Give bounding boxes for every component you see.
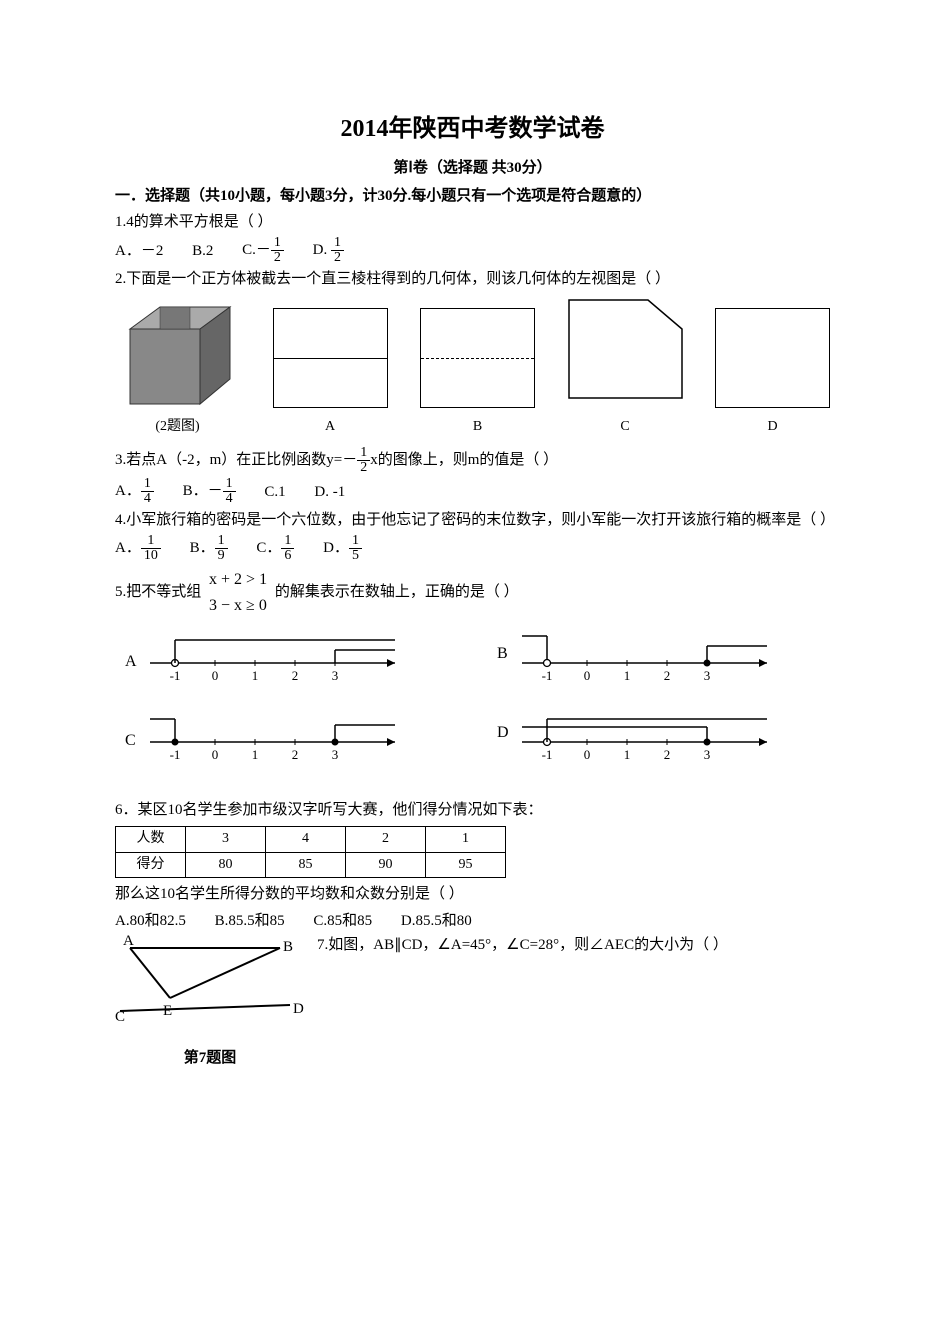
svg-text:A: A	[123, 933, 134, 949]
numberline-d-icon: D -1 0 1 2 3	[487, 707, 787, 762]
mid-line-dashed	[421, 358, 534, 359]
svg-text:2: 2	[292, 747, 299, 762]
svg-text:E: E	[163, 1003, 172, 1019]
table-row: 人数 3 4 2 1	[116, 827, 506, 852]
svg-text:C: C	[115, 1009, 125, 1025]
svg-text:0: 0	[212, 747, 219, 762]
q2-label-a: A	[273, 416, 388, 438]
svg-text:3: 3	[704, 668, 711, 683]
q7-caption: 第7题图	[115, 1046, 305, 1070]
svg-text:B: B	[283, 939, 293, 955]
question-7: 7.如图，AB∥CD，∠A=45°，∠C=28°，则∠AEC的大小为（ ）	[317, 933, 830, 957]
q3-option-b: B．－14	[183, 477, 236, 506]
q5-numberline-c: C -1 0 1 2 3	[115, 707, 458, 770]
svg-text:1: 1	[624, 668, 631, 683]
numberline-b-icon: B -1 0 1 2 3	[487, 628, 787, 683]
svg-text:-1: -1	[541, 668, 552, 683]
svg-text:0: 0	[584, 668, 591, 683]
q1-option-d: D. 12	[313, 236, 344, 265]
svg-text:-1: -1	[170, 668, 181, 683]
q5-numberline-d: D -1 0 1 2 3	[487, 707, 830, 770]
svg-text:3: 3	[332, 747, 339, 762]
svg-text:1: 1	[252, 668, 259, 683]
q3-suffix: x的图像上，则m的值是（ ）	[370, 452, 558, 468]
q2-text: 2.下面是一个正方体被截去一个直三棱柱得到的几何体，则该几何体的左视图是（ ）	[115, 271, 670, 287]
question-5: 5.把不等式组 x + 2 > 1 3 − x ≥ 0 的解集表示在数轴上，正确…	[115, 567, 830, 618]
q2-option-d-figure: D	[715, 308, 830, 438]
q2-label-c: C	[568, 416, 683, 438]
cube-icon	[115, 299, 240, 407]
svg-text:2: 2	[664, 747, 671, 762]
svg-text:1: 1	[624, 747, 631, 762]
q2-caption: (2题图)	[115, 416, 240, 438]
q2-figures: (2题图) A B C D	[115, 299, 830, 438]
svg-text:0: 0	[212, 668, 219, 683]
numberline-c-icon: C -1 0 1 2 3	[115, 707, 415, 762]
q2-label-b: B	[420, 416, 535, 438]
q6-table: 人数 3 4 2 1 得分 80 85 90 95	[115, 826, 506, 878]
svg-text:D: D	[497, 724, 509, 741]
q6-option-d: D.85.5和80	[401, 909, 472, 933]
svg-text:0: 0	[584, 747, 591, 762]
svg-text:3: 3	[332, 668, 339, 683]
q3-options: A．14 B．－14 C.1 D. -1	[115, 477, 830, 506]
inequality-system: x + 2 > 1 3 − x ≥ 0	[209, 567, 267, 618]
question-1: 1.4的算术平方根是（ ）	[115, 210, 830, 234]
q7-text: 7.如图，AB∥CD，∠A=45°，∠C=28°，则∠AEC的大小为（ ）	[317, 937, 728, 953]
q2-label-d: D	[715, 416, 830, 438]
clipped-box-icon	[568, 299, 683, 399]
svg-text:C: C	[125, 732, 136, 749]
svg-text:3: 3	[704, 747, 711, 762]
q3-option-a: A．14	[115, 477, 154, 506]
q4-option-b: B．19	[190, 534, 228, 563]
section-header: 一．选择题（共10小题，每小题3分，计30分.每小题只有一个选项是符合题意的）	[115, 184, 830, 208]
q4-option-d: D．15	[323, 534, 362, 563]
q3-prefix: 3.若点A（-2，m）在正比例函数y=	[115, 452, 342, 468]
q6-option-c: C.85和85	[313, 909, 372, 933]
mid-line-solid	[274, 358, 387, 359]
q6-after: 那么这10名学生所得分数的平均数和众数分别是（ ）	[115, 882, 830, 906]
q5-numberline-b: B -1 0 1 2 3	[487, 628, 830, 691]
svg-text:2: 2	[292, 668, 299, 683]
q1-option-c: C.－12	[242, 236, 284, 265]
q4-option-a: A．110	[115, 534, 161, 563]
exam-title: 2014年陕西中考数学试卷	[115, 110, 830, 148]
q6-options: A.80和82.5 B.85.5和85 C.85和85 D.85.5和80	[115, 908, 830, 933]
q2-option-c-figure: C	[568, 299, 683, 438]
q3-option-d: D. -1	[314, 480, 345, 504]
svg-text:1: 1	[252, 747, 259, 762]
svg-text:A: A	[125, 653, 137, 670]
svg-text:2: 2	[664, 668, 671, 683]
table-row: 得分 80 85 90 95	[116, 852, 506, 877]
q7-diagram-icon: A B C D E	[115, 933, 305, 1038]
svg-text:-1: -1	[541, 747, 552, 762]
question-3: 3.若点A（-2，m）在正比例函数y=－12x的图像上，则m的值是（ ）	[115, 446, 830, 475]
q2-solid-figure: (2题图)	[115, 299, 240, 438]
numberline-a-icon: A -1 0 1 2 3	[115, 628, 415, 683]
q4-options: A．110 B．19 C．16 D．15	[115, 534, 830, 563]
q7-figure: A B C D E 第7题图	[115, 933, 305, 1070]
q5-numberlines: A -1 0 1 2 3 B -1 0 1	[115, 628, 830, 786]
q3-option-c: C.1	[264, 480, 285, 504]
q1-text: 1.4的算术平方根是（ ）	[115, 214, 273, 230]
question-2: 2.下面是一个正方体被截去一个直三棱柱得到的几何体，则该几何体的左视图是（ ）	[115, 267, 830, 291]
q6-text: 6．某区10名学生参加市级汉字听写大赛，他们得分情况如下表：	[115, 802, 543, 818]
q2-option-b-figure: B	[420, 308, 535, 438]
question-4: 4.小军旅行箱的密码是一个六位数，由于他忘记了密码的末位数字，则小军能一次打开该…	[115, 508, 830, 532]
q4-text: 4.小军旅行箱的密码是一个六位数，由于他忘记了密码的末位数字，则小军能一次打开该…	[115, 512, 835, 528]
svg-text:B: B	[497, 645, 508, 662]
q6-option-b: B.85.5和85	[215, 909, 285, 933]
q1-options: A．－2 B.2 C.－12 D. 12	[115, 236, 830, 265]
q1-option-b: B.2	[192, 239, 213, 263]
q6-option-a: A.80和82.5	[115, 909, 186, 933]
question-6: 6．某区10名学生参加市级汉字听写大赛，他们得分情况如下表：	[115, 798, 830, 822]
q5-numberline-a: A -1 0 1 2 3	[115, 628, 458, 691]
q2-option-a-figure: A	[273, 308, 388, 438]
q4-option-c: C．16	[256, 534, 294, 563]
svg-text:D: D	[293, 1001, 304, 1017]
q1-option-a: A．－2	[115, 239, 163, 263]
question-7-row: A B C D E 第7题图 7.如图，AB∥CD，∠A=45°，∠C=28°，…	[115, 933, 830, 1070]
svg-text:-1: -1	[170, 747, 181, 762]
exam-subtitle: 第Ⅰ卷（选择题 共30分）	[115, 156, 830, 180]
